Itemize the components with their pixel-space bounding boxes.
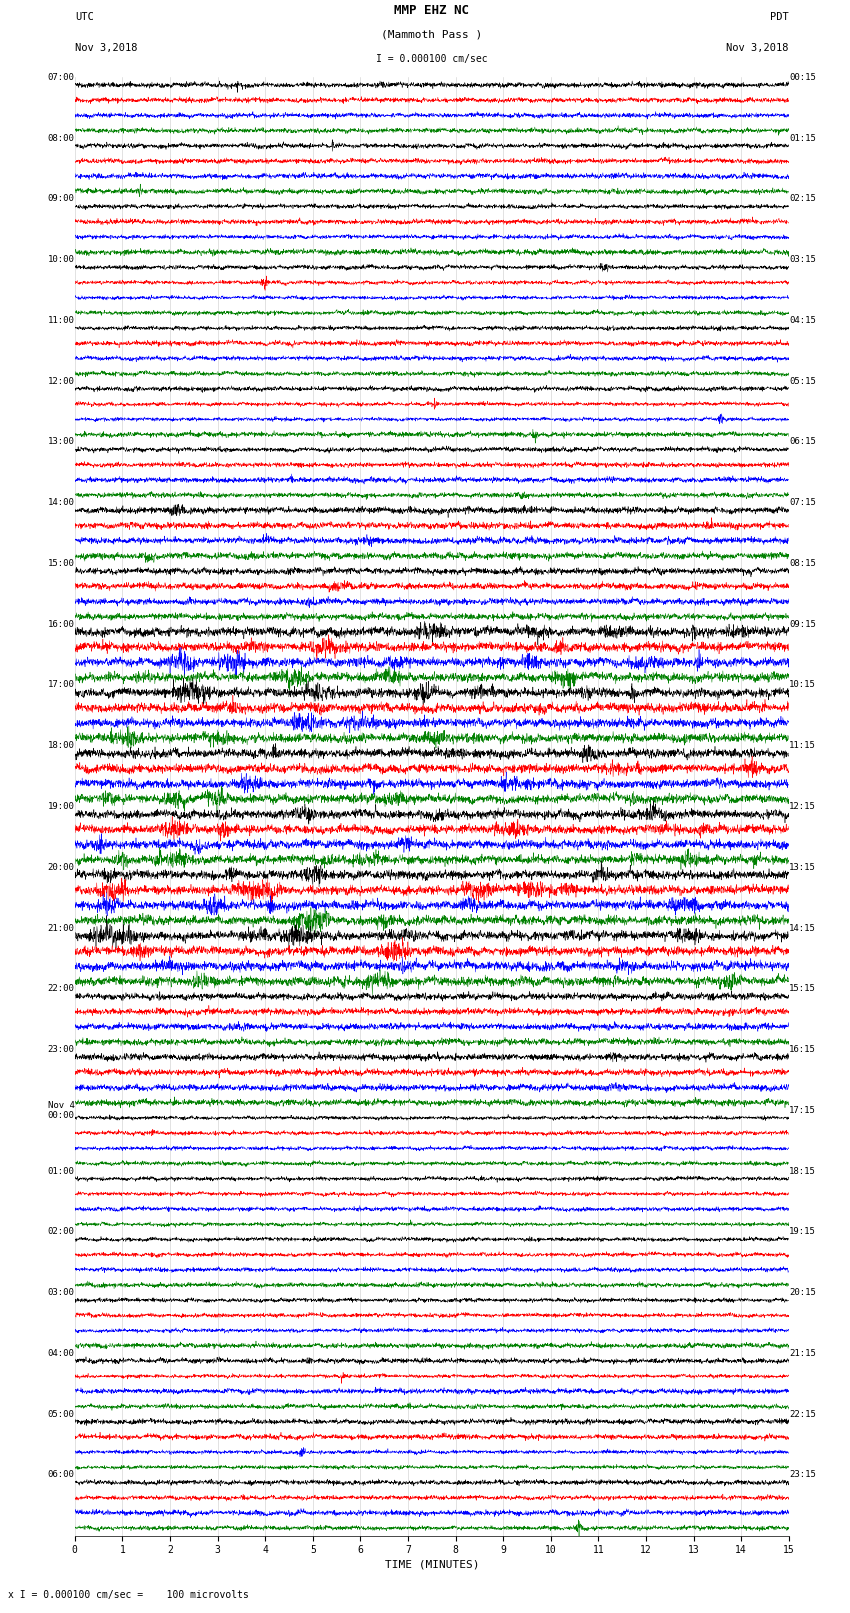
Text: 04:15: 04:15 [789,316,816,324]
Text: 13:00: 13:00 [48,437,75,447]
Text: 16:00: 16:00 [48,619,75,629]
Text: 09:00: 09:00 [48,195,75,203]
Text: 16:15: 16:15 [789,1045,816,1053]
Text: 13:15: 13:15 [789,863,816,871]
Text: 18:00: 18:00 [48,742,75,750]
Text: 08:15: 08:15 [789,560,816,568]
Text: 15:15: 15:15 [789,984,816,994]
X-axis label: TIME (MINUTES): TIME (MINUTES) [384,1560,479,1569]
Text: 15:00: 15:00 [48,560,75,568]
Text: 17:15: 17:15 [789,1107,816,1115]
Text: 03:00: 03:00 [48,1289,75,1297]
Text: 09:15: 09:15 [789,619,816,629]
Text: 01:15: 01:15 [789,134,816,142]
Text: 07:15: 07:15 [789,498,816,506]
Text: 06:15: 06:15 [789,437,816,447]
Text: Nov 4
00:00: Nov 4 00:00 [48,1100,75,1119]
Text: UTC: UTC [75,11,94,21]
Text: 22:00: 22:00 [48,984,75,994]
Text: 01:00: 01:00 [48,1166,75,1176]
Text: 12:00: 12:00 [48,377,75,386]
Text: 14:15: 14:15 [789,924,816,932]
Text: 11:00: 11:00 [48,316,75,324]
Text: 22:15: 22:15 [789,1410,816,1418]
Text: 21:15: 21:15 [789,1348,816,1358]
Text: 20:00: 20:00 [48,863,75,871]
Text: 04:00: 04:00 [48,1348,75,1358]
Text: 11:15: 11:15 [789,742,816,750]
Text: 19:15: 19:15 [789,1227,816,1236]
Text: 05:00: 05:00 [48,1410,75,1418]
Text: PDT: PDT [770,11,789,21]
Text: 20:15: 20:15 [789,1289,816,1297]
Text: 08:00: 08:00 [48,134,75,142]
Text: I = 0.000100 cm/sec: I = 0.000100 cm/sec [376,55,488,65]
Text: 00:15: 00:15 [789,73,816,82]
Text: 05:15: 05:15 [789,377,816,386]
Text: 23:15: 23:15 [789,1471,816,1479]
Text: Nov 3,2018: Nov 3,2018 [726,42,789,53]
Text: 12:15: 12:15 [789,802,816,811]
Text: 02:00: 02:00 [48,1227,75,1236]
Text: Nov 3,2018: Nov 3,2018 [75,42,138,53]
Text: (Mammoth Pass ): (Mammoth Pass ) [381,29,483,39]
Text: 07:00: 07:00 [48,73,75,82]
Text: 23:00: 23:00 [48,1045,75,1053]
Text: x I = 0.000100 cm/sec =    100 microvolts: x I = 0.000100 cm/sec = 100 microvolts [8,1590,249,1600]
Text: 14:00: 14:00 [48,498,75,506]
Text: MMP EHZ NC: MMP EHZ NC [394,3,469,16]
Text: 10:15: 10:15 [789,681,816,689]
Text: 06:00: 06:00 [48,1471,75,1479]
Text: 03:15: 03:15 [789,255,816,265]
Text: 21:00: 21:00 [48,924,75,932]
Text: 18:15: 18:15 [789,1166,816,1176]
Text: 02:15: 02:15 [789,195,816,203]
Text: 17:00: 17:00 [48,681,75,689]
Text: 10:00: 10:00 [48,255,75,265]
Text: 19:00: 19:00 [48,802,75,811]
